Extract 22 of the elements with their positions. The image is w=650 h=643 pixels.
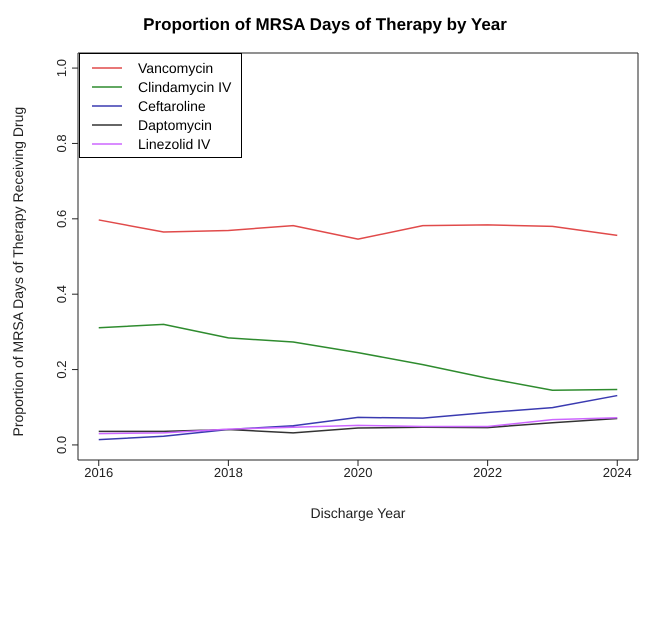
legend-label: Clindamycin IV bbox=[138, 78, 232, 94]
y-tick-label: 0.4 bbox=[54, 285, 69, 304]
x-tick-label: 2020 bbox=[344, 465, 372, 480]
line-series bbox=[98, 394, 618, 440]
line-series bbox=[98, 219, 618, 240]
legend-label: Linezolid IV bbox=[138, 136, 210, 152]
y-tick-label: 0.6 bbox=[54, 210, 69, 228]
line-series bbox=[98, 324, 618, 392]
x-tick-label: 2022 bbox=[473, 465, 502, 480]
y-tick-label: 0.2 bbox=[54, 360, 69, 379]
x-tick-label: 2024 bbox=[602, 465, 632, 480]
x-tick-label: 2018 bbox=[214, 465, 243, 480]
y-tick-label: 0.0 bbox=[54, 436, 69, 454]
legend-label: Vancomycin bbox=[138, 60, 214, 76]
y-tick-label: 1.0 bbox=[54, 59, 69, 78]
x-axis-title: Discharge Year bbox=[310, 505, 406, 521]
y-tick-label: 0.8 bbox=[54, 134, 69, 152]
legend-label: Ceftaroline bbox=[138, 98, 206, 114]
legend-label: Daptomycin bbox=[138, 116, 212, 132]
y-axis-title: Proportion of MRSA Days of Therapy Receiving Drug bbox=[10, 106, 26, 436]
chart-title: Proportion of MRSA Days of Therapy by Year bbox=[142, 14, 508, 36]
x-tick-label: 2016 bbox=[84, 465, 114, 480]
